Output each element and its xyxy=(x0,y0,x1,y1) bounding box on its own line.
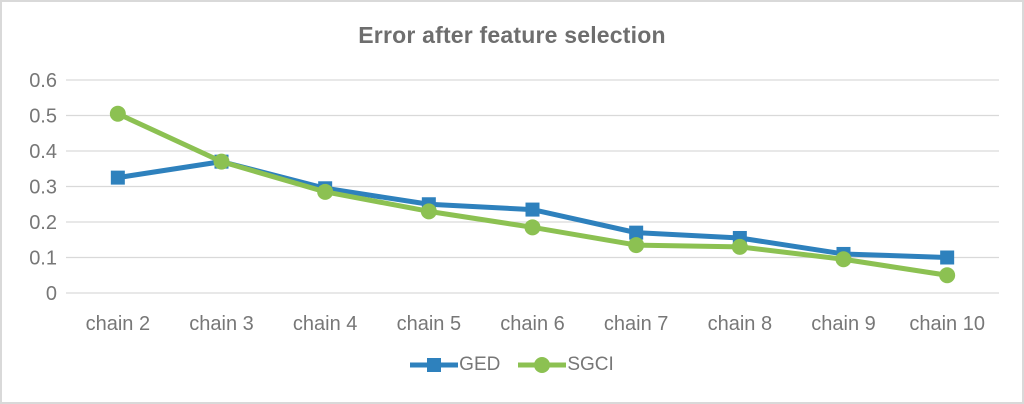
y-tick-label: 0.3 xyxy=(29,177,57,199)
x-axis-label: chain 2 xyxy=(86,313,151,335)
data-point-marker xyxy=(524,219,541,236)
sgci-series-marker-icon xyxy=(518,357,567,373)
x-axis-label: chain 5 xyxy=(397,313,462,335)
chart-legend: GED SGCI xyxy=(2,354,1022,376)
legend-item-ged: GED xyxy=(410,354,500,376)
x-axis-label: chain 3 xyxy=(189,313,254,335)
series-sgci xyxy=(109,105,956,284)
legend-label-sgci: SGCI xyxy=(567,354,614,375)
data-point-marker xyxy=(628,237,645,254)
data-point-marker xyxy=(110,170,125,185)
data-point-marker xyxy=(939,267,956,284)
data-point-marker xyxy=(731,238,748,255)
x-axis-label: chain 9 xyxy=(811,313,876,335)
y-tick-label: 0.1 xyxy=(29,248,57,270)
x-axis-label: chain 7 xyxy=(604,313,669,335)
data-point-marker xyxy=(525,202,540,217)
y-tick-label: 0 xyxy=(46,283,57,305)
data-point-marker xyxy=(109,105,126,122)
y-tick-label: 0.4 xyxy=(29,141,57,163)
y-tick-label: 0.5 xyxy=(29,106,57,128)
data-point-marker xyxy=(213,153,230,170)
data-point-marker xyxy=(317,183,334,200)
x-axis-label: chain 8 xyxy=(708,313,773,335)
data-point-marker xyxy=(835,251,852,268)
ged-series-marker-icon xyxy=(410,358,459,372)
legend-item-sgci: SGCI xyxy=(518,354,614,376)
legend-label-ged: GED xyxy=(459,354,501,375)
data-point-marker xyxy=(940,250,955,265)
y-tick-label: 0.6 xyxy=(29,70,57,92)
x-axis-label: chain 6 xyxy=(500,313,565,335)
data-point-marker xyxy=(420,203,437,220)
gridlines: 0.6 0.5 0.4 0.3 0.2 0.1 0 xyxy=(29,70,999,305)
x-axis-label: chain 4 xyxy=(293,313,358,335)
y-tick-label: 0.2 xyxy=(29,212,57,234)
chart-title: Error after feature selection xyxy=(358,22,666,48)
data-point-marker xyxy=(629,225,644,240)
x-axis-label: chain 10 xyxy=(909,313,985,335)
series-ged xyxy=(110,154,955,265)
